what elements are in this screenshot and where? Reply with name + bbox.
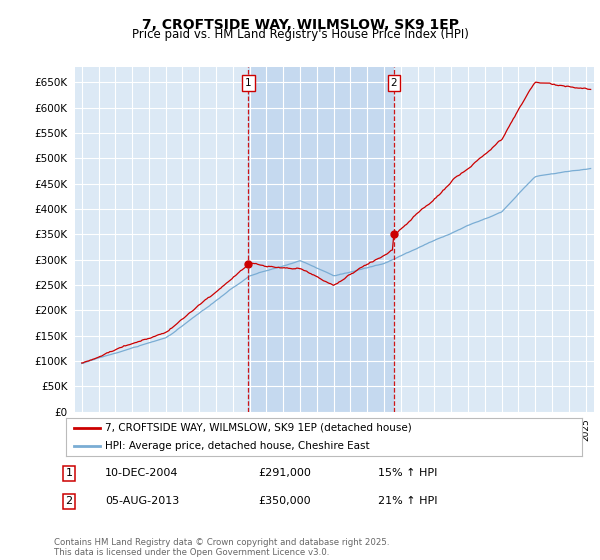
Text: 2: 2 [391, 78, 397, 88]
Text: 21% ↑ HPI: 21% ↑ HPI [378, 496, 437, 506]
Text: Price paid vs. HM Land Registry's House Price Index (HPI): Price paid vs. HM Land Registry's House … [131, 28, 469, 41]
Text: 2: 2 [65, 496, 73, 506]
Text: 7, CROFTSIDE WAY, WILMSLOW, SK9 1EP: 7, CROFTSIDE WAY, WILMSLOW, SK9 1EP [142, 18, 458, 32]
Bar [248, 67, 394, 412]
Text: 15% ↑ HPI: 15% ↑ HPI [378, 468, 437, 478]
Text: 1: 1 [245, 78, 251, 88]
Text: £291,000: £291,000 [258, 468, 311, 478]
Text: HPI: Average price, detached house, Cheshire East: HPI: Average price, detached house, Ches… [104, 441, 370, 451]
Text: 05-AUG-2013: 05-AUG-2013 [105, 496, 179, 506]
Text: Contains HM Land Registry data © Crown copyright and database right 2025.
This d: Contains HM Land Registry data © Crown c… [54, 538, 389, 557]
Text: £350,000: £350,000 [258, 496, 311, 506]
Text: 10-DEC-2004: 10-DEC-2004 [105, 468, 179, 478]
Text: 7, CROFTSIDE WAY, WILMSLOW, SK9 1EP (detached house): 7, CROFTSIDE WAY, WILMSLOW, SK9 1EP (det… [104, 423, 412, 433]
Text: 1: 1 [65, 468, 73, 478]
